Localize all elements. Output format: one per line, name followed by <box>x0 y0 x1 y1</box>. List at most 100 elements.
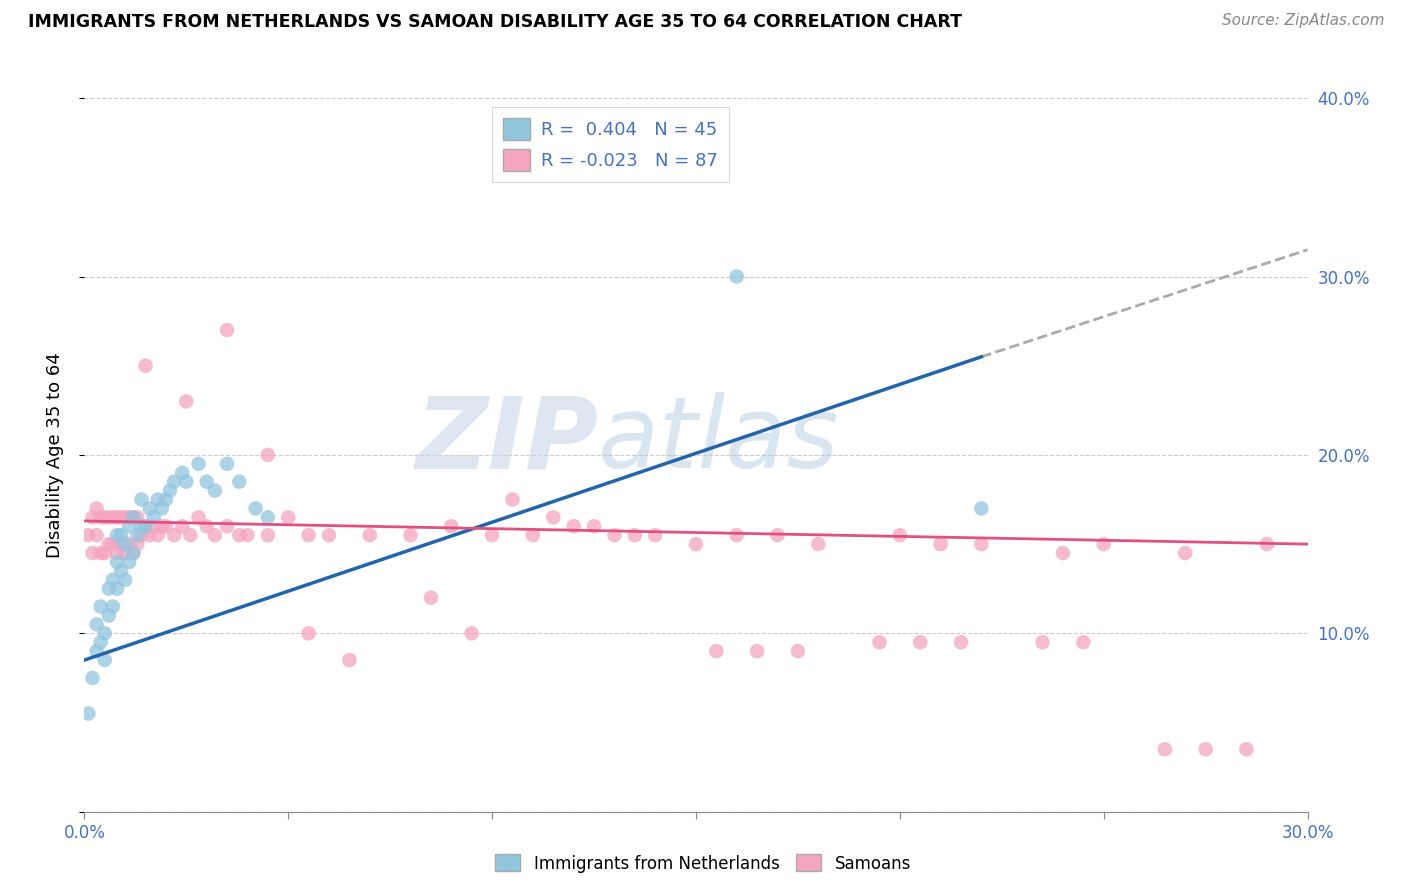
Point <box>77 706 100 721</box>
Point <box>1092 537 1115 551</box>
Point <box>970 501 993 516</box>
Point <box>135 519 157 533</box>
Point <box>86 644 108 658</box>
Point <box>195 475 218 489</box>
Point <box>110 564 132 578</box>
Point <box>1052 546 1074 560</box>
Point <box>420 591 443 605</box>
Point <box>101 573 124 587</box>
Point <box>725 528 748 542</box>
Point <box>135 519 157 533</box>
Point <box>101 599 124 614</box>
Point <box>138 501 160 516</box>
Point <box>118 510 141 524</box>
Point <box>82 546 104 560</box>
Point <box>86 528 108 542</box>
Point <box>118 519 141 533</box>
Point <box>93 653 117 667</box>
Point <box>217 323 239 337</box>
Point <box>257 510 280 524</box>
Point <box>127 510 149 524</box>
Point <box>889 528 911 542</box>
Point <box>142 510 165 524</box>
Point <box>1236 742 1258 756</box>
Point <box>110 537 132 551</box>
Point <box>461 626 484 640</box>
Point <box>187 457 209 471</box>
Point <box>114 573 136 587</box>
Point <box>90 510 112 524</box>
Point <box>1174 546 1197 560</box>
Point <box>101 510 124 524</box>
Text: Source: ZipAtlas.com: Source: ZipAtlas.com <box>1222 13 1385 29</box>
Point <box>146 492 169 507</box>
Point <box>114 510 136 524</box>
Point <box>93 510 117 524</box>
Text: atlas: atlas <box>598 392 839 489</box>
Point <box>562 519 585 533</box>
Point <box>644 528 666 542</box>
Point <box>399 528 422 542</box>
Point <box>172 466 194 480</box>
Point <box>970 537 993 551</box>
Point <box>122 546 145 560</box>
Point <box>122 510 145 524</box>
Point <box>163 528 186 542</box>
Point <box>929 537 952 551</box>
Point <box>86 617 108 632</box>
Point <box>624 528 647 542</box>
Point <box>118 537 141 551</box>
Point <box>93 546 117 560</box>
Point <box>950 635 973 649</box>
Point <box>138 528 160 542</box>
Point <box>359 528 381 542</box>
Point <box>172 519 194 533</box>
Point <box>114 537 136 551</box>
Point <box>502 492 524 507</box>
Point <box>195 519 218 533</box>
Point <box>101 537 124 551</box>
Point <box>142 519 165 533</box>
Point <box>1032 635 1054 649</box>
Point <box>228 475 250 489</box>
Point <box>725 269 748 284</box>
Point <box>228 528 250 542</box>
Legend: R =  0.404   N = 45, R = -0.023   N = 87: R = 0.404 N = 45, R = -0.023 N = 87 <box>492 107 728 182</box>
Point <box>82 671 104 685</box>
Point <box>187 510 209 524</box>
Point <box>440 519 463 533</box>
Point <box>105 555 128 569</box>
Point <box>1073 635 1095 649</box>
Point <box>583 519 606 533</box>
Y-axis label: Disability Age 35 to 64: Disability Age 35 to 64 <box>45 352 63 558</box>
Text: ZIP: ZIP <box>415 392 598 489</box>
Point <box>135 359 157 373</box>
Point <box>90 635 112 649</box>
Point <box>217 457 239 471</box>
Point <box>787 644 810 658</box>
Point <box>105 546 128 560</box>
Point <box>245 501 267 516</box>
Point <box>97 537 120 551</box>
Point <box>603 528 626 542</box>
Point <box>1154 742 1177 756</box>
Point <box>910 635 932 649</box>
Point <box>127 528 149 542</box>
Point <box>110 528 132 542</box>
Text: IMMIGRANTS FROM NETHERLANDS VS SAMOAN DISABILITY AGE 35 TO 64 CORRELATION CHART: IMMIGRANTS FROM NETHERLANDS VS SAMOAN DI… <box>28 13 962 31</box>
Point <box>766 528 789 542</box>
Point <box>217 519 239 533</box>
Point <box>685 537 707 551</box>
Point <box>869 635 891 649</box>
Point <box>93 626 117 640</box>
Point <box>318 528 340 542</box>
Point <box>150 519 173 533</box>
Point <box>155 519 177 533</box>
Point <box>481 528 503 542</box>
Point <box>179 528 201 542</box>
Point <box>543 510 565 524</box>
Point <box>131 492 153 507</box>
Point <box>105 528 128 542</box>
Point <box>522 528 544 542</box>
Point <box>257 528 280 542</box>
